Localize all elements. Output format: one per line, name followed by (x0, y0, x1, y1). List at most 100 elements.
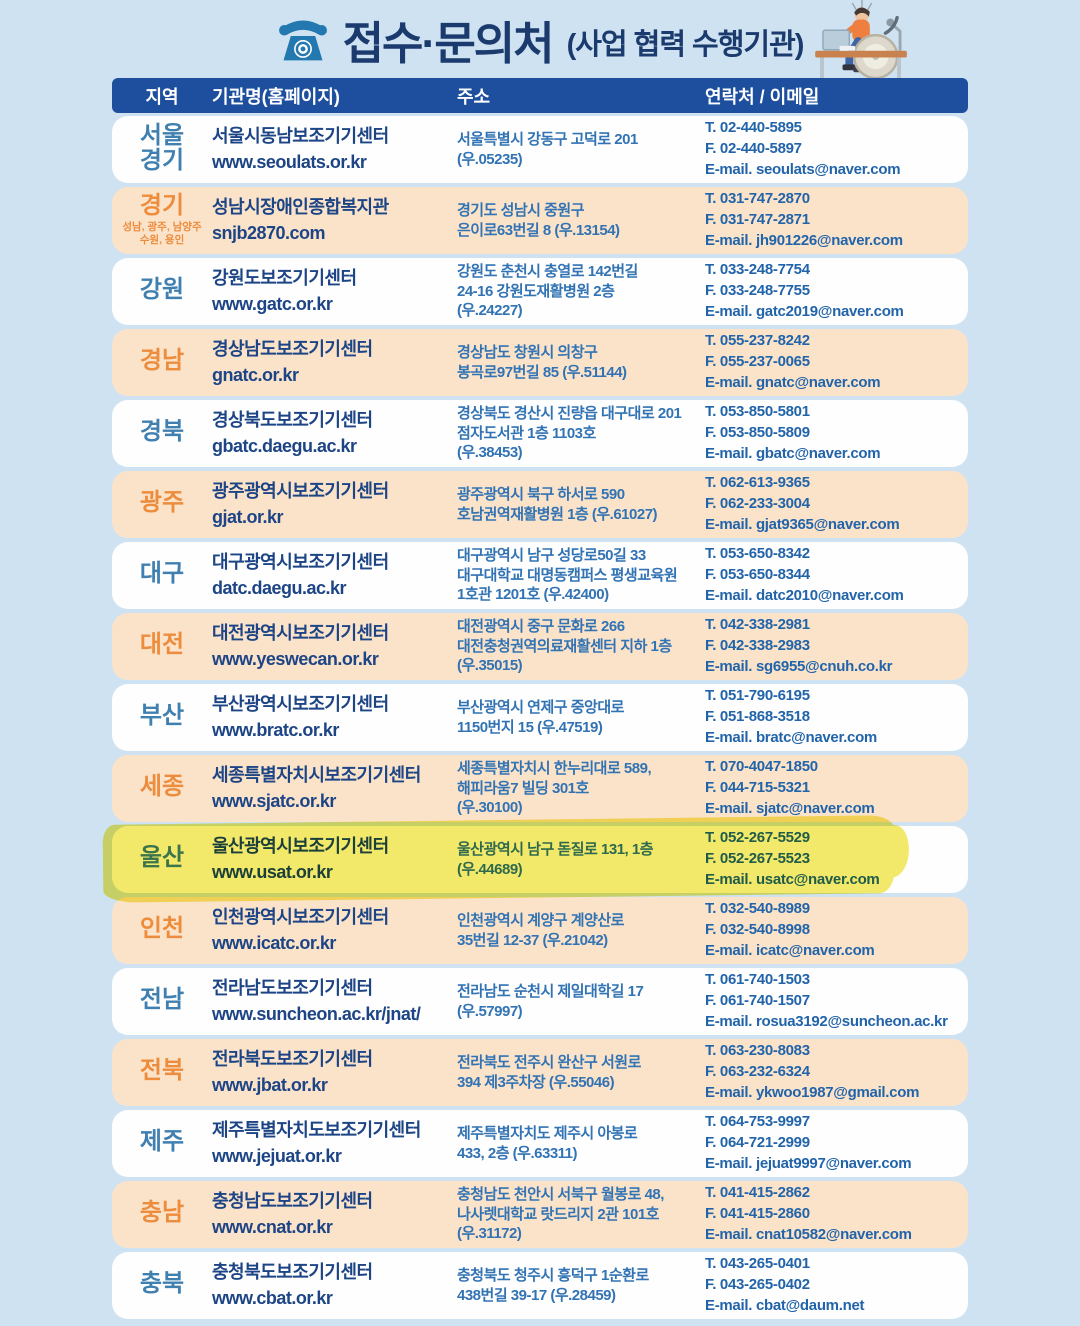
region-cell: 서울 경기 (112, 121, 212, 176)
email-address: E-mail. seoulats@naver.com (705, 160, 901, 178)
region-cell: 충남 (112, 1200, 212, 1228)
org-cell: 서울시동남보조기기센터 www.seoulats.or.kr (212, 124, 457, 174)
table-row: 전북 전라북도보조기기센터 www.jbat.or.kr 전라북도 전주시 완산… (112, 1039, 968, 1106)
org-name: 경상남도보조기기센터 (212, 339, 373, 360)
address-cell: 서울특별시 강동구 고덕로 201 (우.05235) (457, 130, 638, 168)
phone-number: T. 062-613-9365 (705, 474, 810, 492)
table-row: 서울 경기 서울시동남보조기기센터 www.seoulats.or.kr 서울특별… (112, 116, 968, 183)
fax-number: F. 042-338-2983 (705, 637, 810, 655)
contact-cell: T. 052-267-5529 F. 052-267-5523 E-mail. … (705, 828, 968, 890)
contact-cell: T. 033-248-7754 F. 033-248-7755 E-mail. … (705, 260, 968, 322)
phone-number: T. 02-440-5895 (705, 119, 802, 137)
table-row: 인천 인천광역시보조기기센터 www.icatc.or.kr 인천광역시 계양구… (112, 897, 968, 964)
address-cell: 부산광역시 연제구 중앙대로 1150번지 15 (우.47519) (457, 698, 624, 736)
org-url: www.bratc.or.kr (212, 719, 339, 740)
region-label: 제주 (139, 1128, 185, 1156)
org-url: www.seoulats.or.kr (212, 151, 367, 172)
region-label: 서울 경기 (139, 121, 185, 174)
column-header-address: 주소 (457, 86, 491, 107)
table-row: 충북 충청북도보조기기센터 www.cbat.or.kr 충청북도 청주시 흥덕… (112, 1252, 968, 1319)
org-url: snjb2870.com (212, 222, 326, 243)
region-cell: 울산 (112, 844, 212, 873)
contact-cell: T. 053-850-5801 F. 053-850-5809 E-mail. … (705, 402, 968, 464)
org-name: 강원도보조기기센터 (212, 268, 357, 289)
region-label: 울산 (139, 844, 185, 872)
region-label: 대구 (139, 560, 185, 588)
contact-cell: T. 053-650-8342 F. 053-650-8344 E-mail. … (705, 544, 968, 606)
email-address: E-mail. gjat9365@naver.com (705, 515, 900, 533)
org-cell: 경상남도보조기기센터 gnatc.or.kr (212, 337, 457, 387)
email-address: E-mail. gnatc@naver.com (705, 373, 881, 391)
org-cell: 제주특별자치도보조기기센터 www.jejuat.or.kr (212, 1118, 457, 1168)
address-cell: 광주광역시 북구 하서로 590 호남권역재활병원 1층 (우.61027) (457, 485, 658, 523)
table-row: 전남 전라남도보조기기센터 www.suncheon.ac.kr/jnat/ 전… (112, 968, 968, 1035)
org-cell: 인천광역시보조기기센터 www.icatc.or.kr (212, 905, 457, 955)
address-cell: 전라북도 전주시 완산구 서원로 394 제3주차장 (우.55046) (457, 1053, 641, 1091)
region-label: 전남 (139, 986, 185, 1014)
region-cell: 충북 (112, 1271, 212, 1299)
fax-number: F. 053-850-5809 (705, 424, 810, 442)
address-cell: 대구광역시 남구 성당로50길 33 대구대학교 대명동캠퍼스 평생교육원 1호관 … (457, 546, 678, 604)
address-cell: 대전광역시 중구 문화로 266 대전충청권역의료재활센터 지하 1층 (우.350… (457, 617, 672, 675)
email-address: E-mail. gbatc@naver.com (705, 444, 881, 462)
contact-cell: T. 051-790-6195 F. 051-868-3518 E-mail. … (705, 686, 968, 748)
table-row: 제주 제주특별자치도보조기기센터 www.jejuat.or.kr 제주특별자치… (112, 1110, 968, 1177)
fax-number: F. 064-721-2999 (705, 1134, 810, 1152)
address-cell: 제주특별자치도 제주시 아봉로 433, 2층 (우.63311) (457, 1124, 638, 1162)
phone-number: T. 041-415-2862 (705, 1184, 810, 1202)
org-name: 세종특별자치시보조기기센터 (212, 765, 421, 786)
org-name: 충청북도보조기기센터 (212, 1262, 373, 1283)
org-name: 전라북도보조기기센터 (212, 1049, 373, 1070)
fax-number: F. 051-868-3518 (705, 708, 810, 726)
region-cell: 인천 (112, 915, 212, 944)
org-name: 인천광역시보조기기센터 (212, 907, 389, 928)
org-cell: 성남시장애인종합복지관 snjb2870.com (212, 195, 457, 245)
table-row: 세종 세종특별자치시보조기기센터 www.sjatc.or.kr 세종특별자치시… (112, 755, 968, 822)
email-address: E-mail. sg6955@cnuh.co.kr (705, 657, 893, 675)
org-url: www.sjatc.or.kr (212, 790, 336, 811)
region-cell: 세종 (112, 773, 212, 802)
org-url: gjat.or.kr (212, 506, 284, 527)
region-label: 세종 (139, 773, 185, 801)
org-name: 울산광역시보조기기센터 (212, 836, 389, 857)
phone-number: T. 053-850-5801 (705, 403, 810, 421)
address-cell: 충청남도 천안시 서북구 월봉로 48, 나사렛대학교 랏드리지 2관 101호(… (457, 1185, 664, 1243)
address-cell: 세종특별자치시 한누리대로 589, 해피라움7 빌딩 301호 (우.30100) (457, 759, 652, 817)
org-url: datc.daegu.ac.kr (212, 577, 347, 598)
region-label: 인천 (139, 915, 185, 943)
contact-cell: T. 02-440-5895 F. 02-440-5897 E-mail. se… (705, 118, 968, 180)
org-url: www.usat.or.kr (212, 861, 333, 882)
org-url: www.jejuat.or.kr (212, 1145, 342, 1166)
email-address: E-mail. gatc2019@naver.com (705, 302, 904, 320)
table-header-row: 지역 기관명(홈페이지) 주소 연락처 / 이메일 (112, 78, 968, 113)
table-row: 대전 대전광역시보조기기센터 www.yeswecan.or.kr 대전광역시 … (112, 613, 968, 680)
org-url: www.yeswecan.or.kr (212, 648, 379, 669)
fax-number: F. 063-232-6324 (705, 1063, 810, 1081)
phone-number: T. 070-4047-1850 (705, 758, 818, 776)
org-name: 대구광역시보조기기센터 (212, 552, 389, 573)
fax-number: F. 02-440-5897 (705, 140, 802, 158)
table-row: 부산 부산광역시보조기기센터 www.bratc.or.kr 부산광역시 연제구… (112, 684, 968, 751)
region-cell: 전남 (112, 986, 212, 1015)
wheelchair-person-illustration (815, 0, 907, 80)
address-cell: 경상남도 창원시 의창구 봉곡로97번길 85 (우.51144) (457, 343, 627, 381)
contact-cell: T. 062-613-9365 F. 062-233-3004 E-mail. … (705, 473, 968, 535)
contact-cell: T. 042-338-2981 F. 042-338-2983 E-mail. … (705, 615, 968, 677)
region-cell: 제주 (112, 1128, 212, 1157)
region-cell: 경남 (112, 347, 212, 376)
org-url: gbatc.daegu.ac.kr (212, 435, 357, 456)
email-address: E-mail. jh901226@naver.com (705, 231, 903, 249)
org-url: www.icatc.or.kr (212, 932, 336, 953)
column-header-org: 기관명(홈페이지) (212, 86, 340, 107)
org-cell: 강원도보조기기센터 www.gatc.or.kr (212, 266, 457, 316)
email-address: E-mail. ykwoo1987@gmail.com (705, 1083, 920, 1101)
phone-number: T. 042-338-2981 (705, 616, 810, 634)
region-label: 대전 (139, 631, 185, 659)
org-url: www.cnat.or.kr (212, 1216, 333, 1237)
phone-number: T. 055-237-8242 (705, 332, 810, 350)
region-cell: 대전 (112, 631, 212, 660)
fax-number: F. 043-265-0402 (705, 1276, 810, 1294)
email-address: E-mail. datc2010@naver.com (705, 586, 904, 604)
region-label: 경남 (139, 347, 185, 375)
address-cell: 전라남도 순천시 제일대학길 17 (우.57997) (457, 982, 644, 1020)
